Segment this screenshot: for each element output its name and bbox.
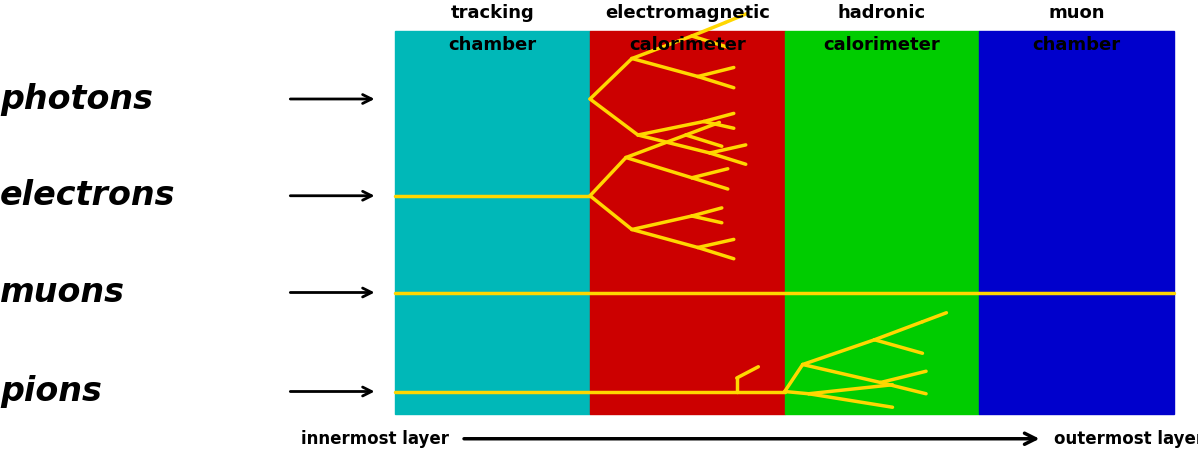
Text: calorimeter: calorimeter (824, 36, 940, 54)
Text: electromagnetic: electromagnetic (605, 4, 770, 22)
Text: innermost layer: innermost layer (301, 430, 449, 448)
Text: outermost layer: outermost layer (1054, 430, 1198, 448)
Text: tracking: tracking (450, 4, 534, 22)
Text: electrons: electrons (0, 179, 175, 212)
Text: calorimeter: calorimeter (629, 36, 745, 54)
Bar (395, 32, 589, 414)
Bar (785, 32, 980, 414)
Bar (589, 32, 785, 414)
Text: chamber: chamber (448, 36, 537, 54)
Text: pions: pions (0, 375, 102, 408)
Text: hadronic: hadronic (837, 4, 926, 22)
Text: chamber: chamber (1033, 36, 1121, 54)
Text: muons: muons (0, 276, 125, 309)
Bar (979, 32, 1174, 414)
Text: muon: muon (1048, 4, 1105, 22)
Text: photons: photons (0, 82, 153, 116)
